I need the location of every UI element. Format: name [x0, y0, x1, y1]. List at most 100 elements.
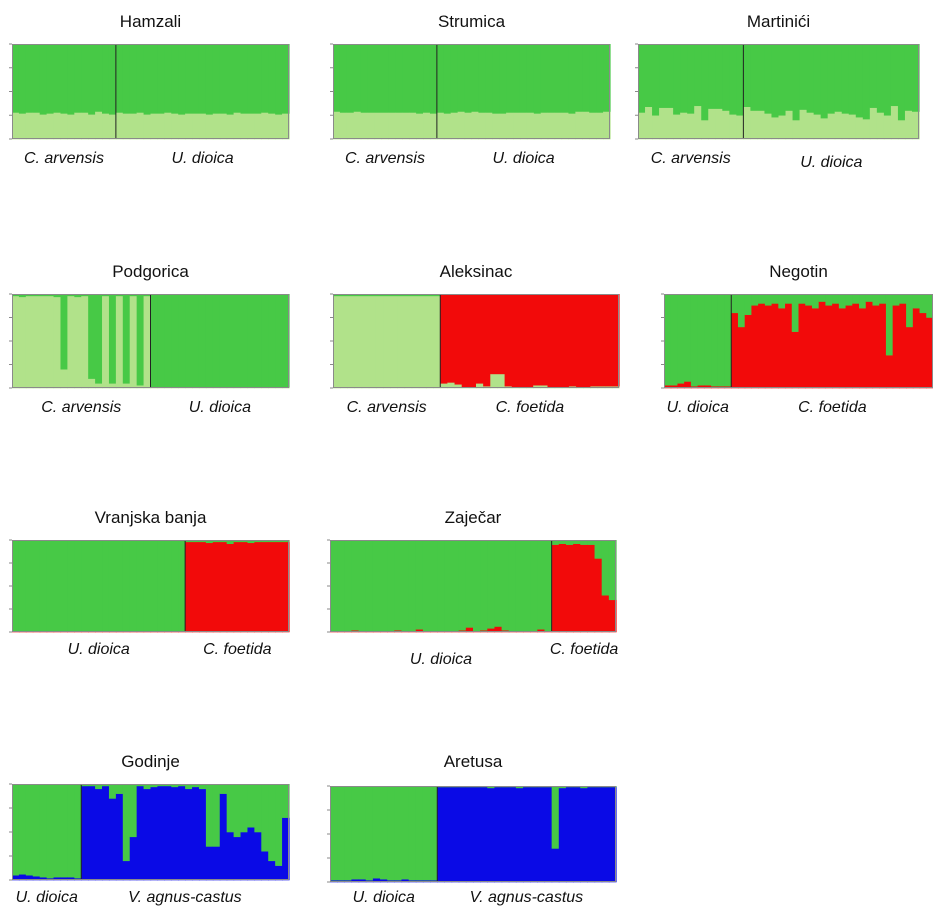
bar-negotin-30-green: [859, 294, 867, 309]
bar-martinici-2-green: [645, 44, 653, 107]
bar-godinje-38-blue: [268, 860, 276, 881]
bar-martinici-6-green: [673, 44, 681, 115]
bar-hamzali-34-light_green: [240, 113, 249, 140]
bar-hamzali-7-light_green: [53, 112, 62, 140]
bar-martinici-18-light_green: [757, 110, 766, 140]
bar-hamzali-29-green: [205, 44, 214, 115]
bar-hamzali-25-light_green: [178, 114, 186, 140]
bar-aretusa-36-blue: [580, 787, 588, 883]
bar-hamzali-27-light_green: [192, 113, 200, 140]
bar-godinje-29-green: [205, 784, 214, 847]
bar-vranjska-banja-39-green: [275, 540, 283, 543]
bar-podgorica-2-light_green: [18, 296, 27, 389]
bar-strumica-36-light_green: [575, 111, 583, 140]
bar-strumica-38-green: [589, 44, 597, 113]
bar-godinje-9-green: [67, 784, 75, 878]
bar-vranjska-banja-9-green: [67, 540, 75, 632]
bar-negotin-25-red: [825, 305, 833, 389]
bar-aleksinac-24-light_green: [497, 373, 506, 389]
bar-godinje-13-blue: [95, 788, 103, 881]
bar-martinici-35-light_green: [876, 112, 885, 140]
bar-hamzali-24-green: [171, 44, 179, 114]
bar-vranjska-banja-7-green: [53, 540, 62, 632]
bar-zajecar-31-green: [544, 540, 553, 632]
bar-godinje-8-blue: [60, 877, 68, 881]
bar-negotin-11-green: [731, 294, 739, 314]
bar-strumica-40-green: [603, 44, 611, 112]
bar-aleksinac-26-red: [511, 294, 520, 388]
bar-negotin-7-red: [704, 385, 712, 389]
bar-hamzali-15-green: [108, 44, 117, 115]
bar-negotin-28-red: [845, 305, 853, 389]
bar-aleksinac-16-red: [440, 294, 448, 384]
bar-zajecar-10-green: [394, 540, 403, 631]
bar-aretusa-33-green: [558, 786, 567, 789]
bar-podgorica-28-green: [198, 294, 207, 388]
bar-vranjska-banja-37-red: [261, 541, 269, 633]
bar-strumica-25-green: [499, 44, 507, 114]
bar-vranjska-banja-29-green: [205, 540, 214, 544]
bar-podgorica-11-light_green: [81, 295, 89, 389]
bar-zajecar-25-green: [501, 540, 510, 631]
bar-podgorica-25-green: [178, 294, 186, 388]
bar-strumica-9-light_green: [388, 112, 396, 140]
bar-aretusa-4-green: [351, 786, 360, 880]
bar-vranjska-banja-32-red: [226, 543, 235, 633]
bar-strumica-36-green: [575, 44, 583, 112]
bar-martinici-40-green: [911, 44, 920, 112]
bar-aleksinac-32-red: [554, 294, 563, 388]
bar-strumica-9-green: [388, 44, 396, 113]
bar-podgorica-13-green: [95, 294, 103, 384]
bar-aleksinac-39-red: [604, 294, 613, 387]
bar-podgorica-17-green: [122, 294, 131, 384]
bar-godinje-28-green: [198, 784, 207, 790]
bar-godinje-31-green: [219, 784, 228, 794]
bar-aleksinac-17-red: [447, 294, 456, 383]
bar-podgorica-38-green: [268, 294, 276, 388]
bar-negotin-40-red: [926, 317, 933, 389]
bar-hamzali-37-green: [261, 44, 269, 113]
bar-aleksinac-1-light_green: [333, 295, 341, 389]
bar-zajecar-32-red: [551, 544, 560, 633]
bar-godinje-9-blue: [67, 877, 75, 881]
bar-godinje-24-green: [171, 784, 179, 788]
bar-hamzali-34-green: [240, 44, 249, 114]
bar-martinici-36-green: [883, 44, 892, 116]
bar-martinici-13-green: [722, 44, 730, 111]
bar-negotin-15-green: [758, 294, 766, 304]
panel-title-godinje: Godinje: [121, 752, 180, 771]
bar-strumica-22-light_green: [478, 112, 486, 140]
bar-zajecar-38-red: [594, 558, 603, 633]
bar-podgorica-4-green: [32, 294, 41, 297]
bar-godinje-3-blue: [25, 875, 34, 881]
bar-vranjska-banja-38-green: [268, 540, 276, 543]
bar-podgorica-29-green: [205, 294, 214, 388]
bar-negotin-14-green: [751, 294, 759, 306]
bar-godinje-25-blue: [178, 785, 186, 881]
bar-hamzali-16-light_green: [115, 112, 124, 140]
bar-strumica-18-green: [450, 44, 459, 113]
bar-martinici-10-green: [701, 44, 709, 121]
bar-podgorica-40-green: [282, 294, 290, 388]
bar-aretusa-19-blue: [458, 786, 467, 883]
bar-martinici-29-light_green: [834, 111, 843, 140]
bar-aleksinac-10-light_green: [397, 295, 406, 389]
bar-hamzali-32-light_green: [226, 114, 235, 140]
bar-martinici-27-light_green: [820, 118, 829, 140]
bar-aleksinac-29-red: [533, 294, 541, 386]
bar-strumica-19-light_green: [457, 111, 466, 140]
bar-aretusa-25-blue: [501, 786, 510, 883]
bar-hamzali-11-green: [81, 44, 89, 113]
bar-negotin-38-green: [912, 294, 921, 309]
plot-svg-martinici: [635, 43, 920, 140]
bar-godinje-11-blue: [81, 785, 89, 881]
bar-aretusa-12-green: [408, 786, 417, 881]
bar-martinici-32-green: [855, 44, 864, 118]
group-label-martinici-c-arvensis: C. arvensis: [650, 150, 731, 167]
bar-godinje-17-green: [122, 784, 131, 862]
bar-podgorica-15-light_green: [108, 383, 117, 389]
group-label-vranjska-banja-u-dioica: U. dioica: [67, 641, 130, 658]
bar-negotin-37-red: [906, 326, 914, 389]
bar-strumica-24-light_green: [492, 113, 500, 140]
